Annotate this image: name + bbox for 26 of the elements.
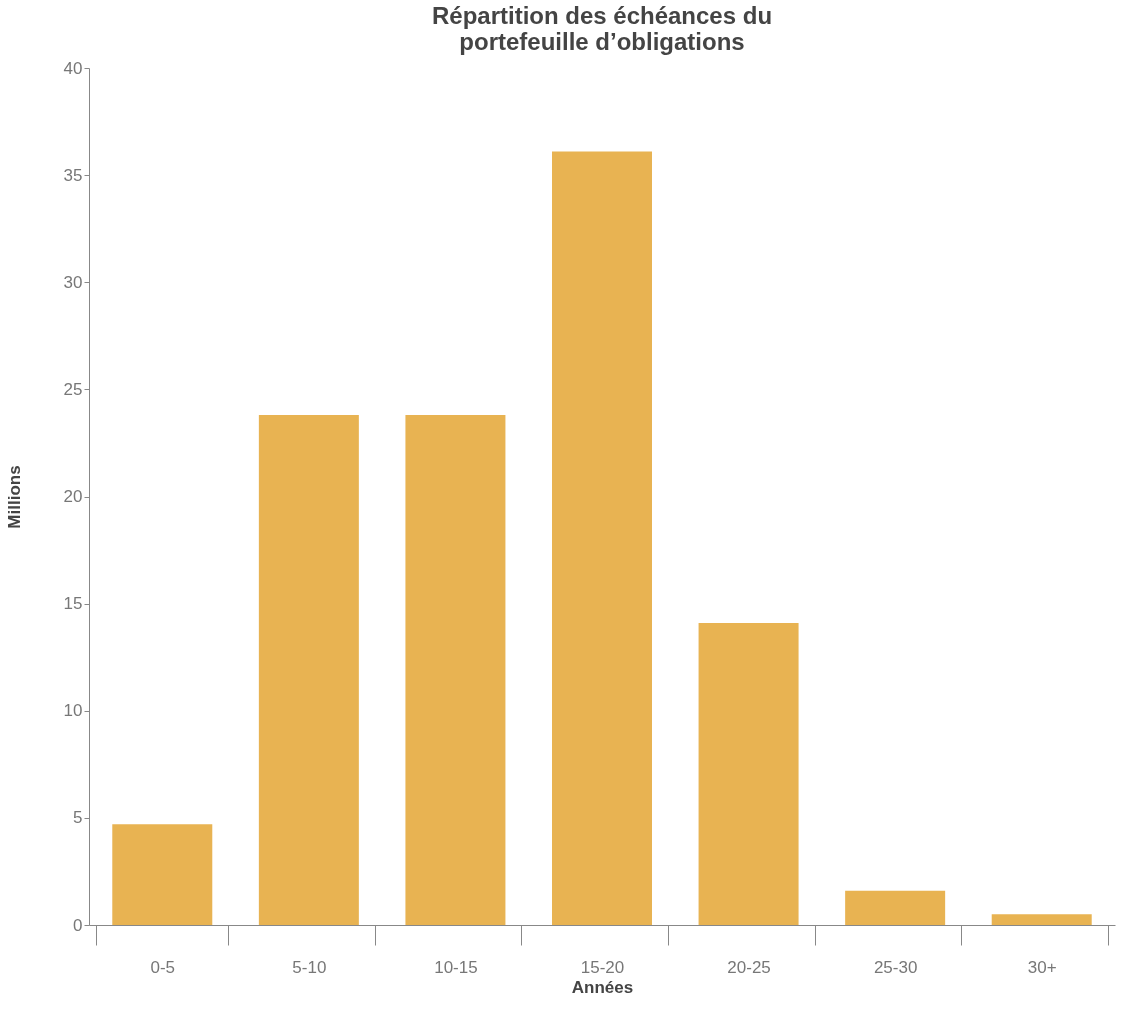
- x-tick-label: 0-5: [150, 957, 176, 977]
- chart-title: Répartition des échéances du portefeuille d’obligations: [431, 2, 773, 55]
- y-axis-title: Millions: [4, 465, 24, 529]
- bar: [258, 415, 359, 925]
- x-tick-label: 30+: [1027, 957, 1057, 977]
- bar: [991, 914, 1092, 925]
- y-tick-label: 10: [63, 701, 83, 721]
- y-tick-label: 30: [63, 272, 83, 292]
- x-tick-label: 5-10: [292, 957, 327, 977]
- x-axis-title: Années: [571, 977, 634, 997]
- y-tick-label: 20: [63, 487, 83, 506]
- y-tick-label: 40: [63, 58, 83, 78]
- y-tick-label: 25: [63, 379, 83, 399]
- bar: [112, 824, 213, 925]
- bar: [698, 622, 799, 925]
- y-tick-label: 5: [73, 808, 83, 828]
- bar: [845, 890, 946, 925]
- x-tick-label: 15-20: [580, 957, 625, 977]
- x-tick-label: 25-30: [873, 957, 918, 977]
- bar: [552, 151, 652, 925]
- y-tick-label: 15: [63, 594, 83, 614]
- bar: [405, 415, 506, 925]
- y-tick-label: 35: [63, 165, 83, 185]
- x-tick-label: 20-25: [727, 957, 771, 977]
- y-tick-label: 0: [73, 915, 83, 935]
- x-tick-label: 10-15: [434, 957, 478, 977]
